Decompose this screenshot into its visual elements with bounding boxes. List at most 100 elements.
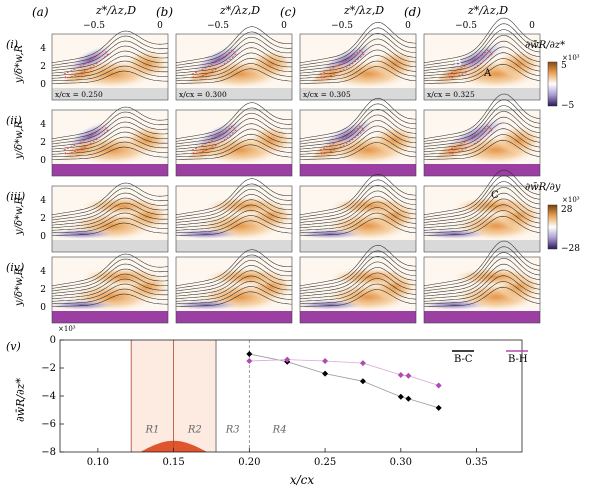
contour-line	[423, 105, 541, 145]
contour-line	[51, 258, 169, 289]
chart-v: (v) ×10³ ∂w̄R/∂z* x/cx R1 R2 R3 R4 0.10 0.15 0…	[6, 325, 528, 487]
contour-line	[51, 121, 169, 147]
panel-frame	[299, 33, 417, 101]
contour-line	[51, 263, 169, 292]
contour-line	[299, 190, 417, 223]
contour-line	[175, 249, 293, 287]
contour-line	[51, 207, 169, 228]
y-tick-label: −8	[41, 447, 56, 458]
contour-line	[423, 93, 541, 140]
series-point	[435, 382, 442, 389]
field-blob	[330, 268, 410, 286]
contour-line	[299, 49, 417, 76]
contour-line	[300, 142, 417, 160]
contour-line	[423, 134, 541, 158]
contour-panel	[48, 253, 169, 324]
field-blob	[172, 229, 240, 239]
field-blob	[454, 268, 534, 286]
field-blob	[420, 300, 488, 310]
contour-line	[299, 250, 417, 289]
field-blob	[497, 126, 541, 154]
row-labels: (i)y/δ*w,R 420(ii)y/δ*w,R 420(iii)y/δ*w,R 4…	[6, 38, 46, 313]
panel-frame	[175, 256, 293, 324]
field-blob	[125, 50, 169, 78]
contour-line	[176, 68, 293, 84]
wall-band	[176, 240, 292, 252]
contour-line	[423, 169, 541, 216]
chart-y-label: ∂w̄R/∂z*	[14, 377, 27, 422]
point-c-label: C	[491, 190, 499, 201]
row-y-tick: 4	[40, 120, 46, 130]
colorbar-2-min: −28	[561, 244, 580, 254]
contour-line	[423, 35, 541, 71]
top-tick-label: −0.5	[207, 21, 229, 31]
contour-line	[51, 111, 169, 142]
chart-x-label: x/cx	[290, 473, 315, 487]
wall-band	[176, 311, 292, 323]
wall-band	[52, 88, 168, 100]
contour-line	[175, 52, 293, 76]
panel-frame	[423, 33, 541, 101]
contour-line	[175, 259, 293, 292]
contour-line	[51, 197, 169, 223]
y-tick-label: −6	[41, 419, 56, 430]
series-point	[322, 358, 329, 364]
contour-line	[51, 253, 169, 287]
contour-line	[424, 63, 541, 84]
contour-line	[175, 254, 293, 289]
contour-line	[51, 45, 169, 71]
contour-line	[175, 275, 293, 299]
contour-line	[423, 210, 541, 234]
field-blob	[433, 138, 475, 162]
structure-outline	[191, 125, 237, 155]
contour-line	[175, 183, 293, 218]
contour-line	[299, 103, 417, 142]
contour-line	[423, 122, 541, 152]
contour-line	[423, 252, 541, 292]
colorbar-1-min: −5	[561, 101, 575, 111]
series-point	[397, 372, 404, 378]
column-axis-label: z*/λz,D	[219, 4, 260, 17]
contour-line	[423, 17, 541, 64]
contour-panel	[420, 240, 541, 324]
legend-label: B-C	[454, 354, 473, 365]
panel-frame	[299, 185, 417, 253]
contour-line	[175, 215, 293, 234]
contour-panel: x/cx = 0.300	[175, 26, 293, 101]
structure-outline	[447, 49, 493, 79]
contour-line	[51, 283, 168, 302]
colorbar-1-max: 5	[561, 61, 567, 71]
column-axis-label: z*/λz,D	[95, 4, 136, 17]
contour-line	[299, 131, 417, 155]
row-label: (i)	[6, 38, 18, 51]
row-y-label: y/δ*w,R	[14, 267, 25, 307]
contour-line	[299, 114, 417, 147]
panel-frame	[51, 256, 169, 324]
region-label: R2	[187, 424, 202, 435]
contour-line	[423, 181, 541, 221]
contour-line	[299, 38, 417, 71]
contour-line	[52, 70, 169, 84]
series-line	[249, 359, 439, 386]
x-tick-label: 0.15	[162, 457, 184, 468]
top-tick-label: 0	[405, 21, 411, 31]
field-blob	[454, 197, 534, 215]
contour-line	[424, 215, 541, 236]
wall-band	[300, 164, 416, 176]
position-label: x/cx = 0.300	[179, 90, 227, 99]
contour-line	[299, 55, 417, 79]
contour-line	[299, 97, 417, 140]
row-label: (iii)	[6, 190, 25, 203]
series-point	[435, 404, 442, 411]
contour-panel: x/cx = 0.305	[299, 21, 417, 101]
contour-line	[299, 27, 417, 66]
chart-panel-label: (v)	[6, 340, 21, 353]
structure-outline	[191, 49, 237, 79]
contour-line	[423, 23, 541, 66]
region-shade	[173, 340, 217, 452]
row-y-tick: 0	[40, 232, 46, 242]
colorbar-2-max: 28	[561, 205, 573, 215]
wall-band	[52, 311, 168, 323]
field-blob	[296, 229, 364, 239]
